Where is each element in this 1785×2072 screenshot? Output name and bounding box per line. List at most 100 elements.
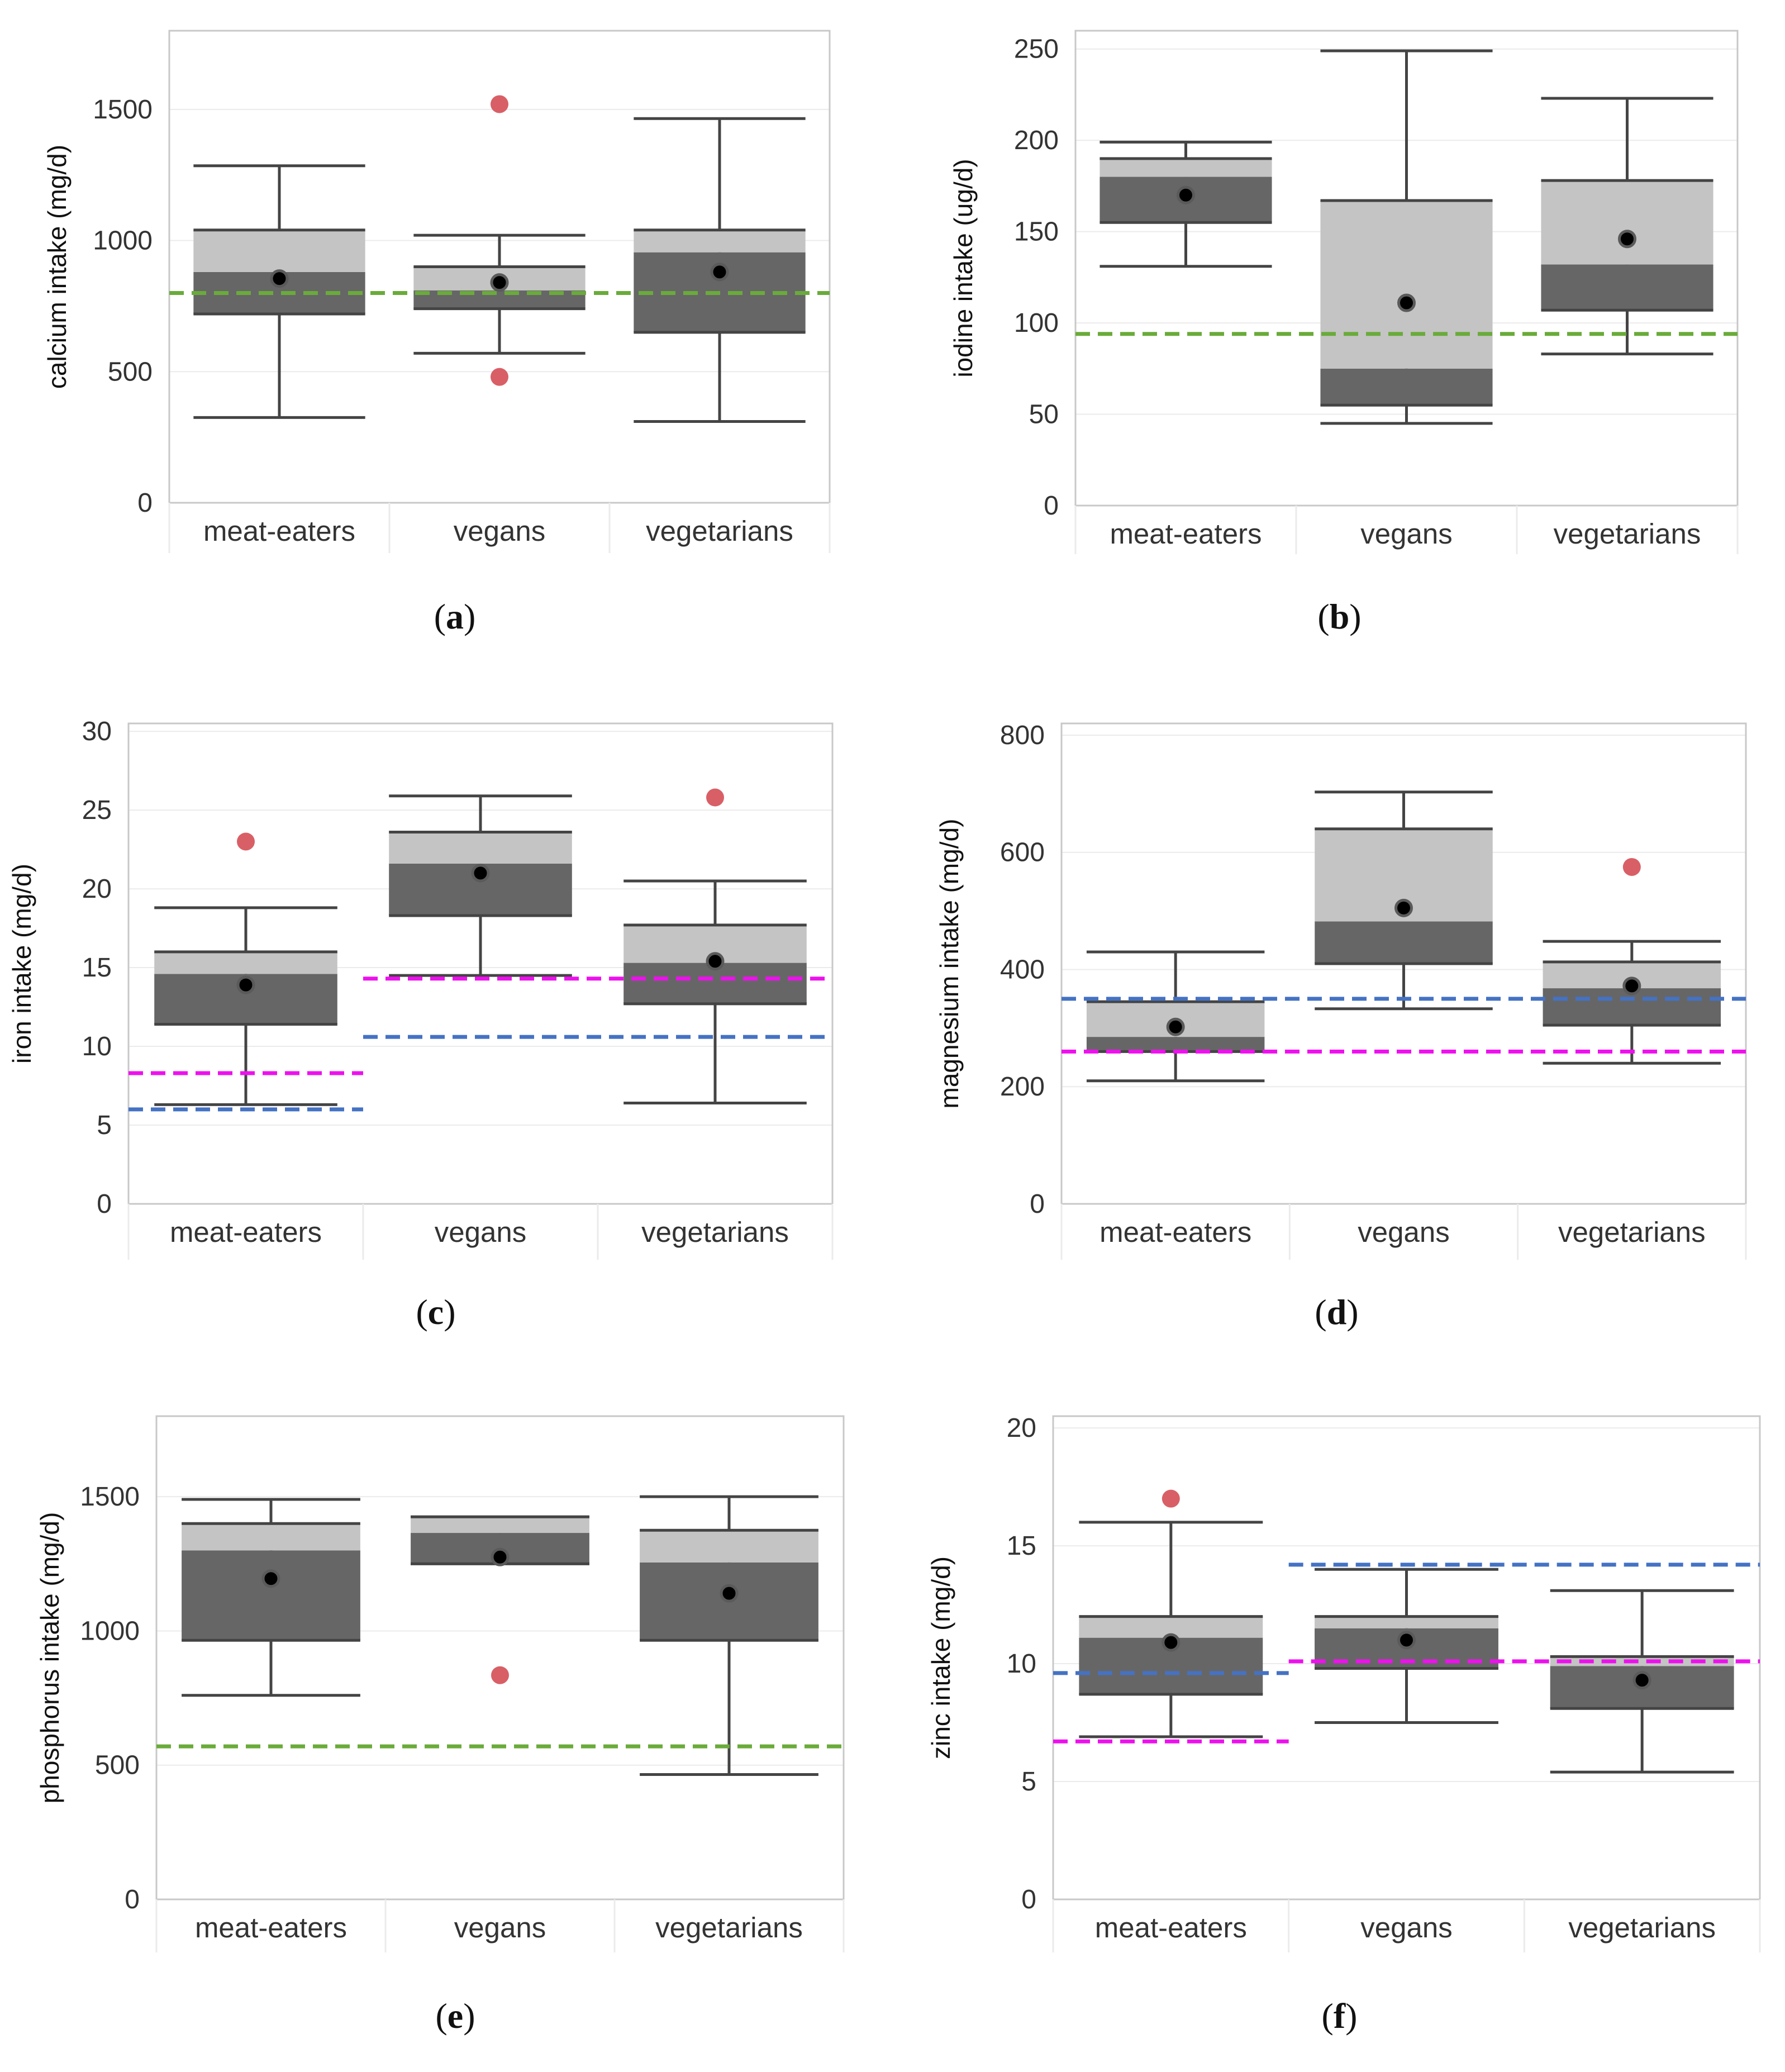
caption-letter: d [1327,1292,1347,1332]
mean-point [1394,898,1413,917]
y-tick-label: 100 [1014,308,1059,338]
y-tick-label: 1000 [80,1616,140,1646]
box-upper-quartile [640,1530,818,1563]
box-vegans [389,794,572,977]
panel-caption: (b) [1317,597,1361,636]
category-label-vegans: vegans [435,1216,526,1248]
box-meat-eaters [1099,140,1272,268]
y-tick-label: 5 [97,1111,112,1140]
mean-point [720,1584,739,1603]
y-tick-label: 10 [82,1032,112,1061]
panel-e-phosphorus: 0 500 1000 1500 phosphorus intake (mg/d) meat… [35,1415,845,2036]
outlier-point [237,832,255,851]
y-tick-label: 5 [1021,1767,1036,1797]
y-tick-label: 1000 [93,226,153,256]
panel-caption: (a) [434,597,476,636]
panel-c-iron: 0 5 10 15 20 25 30 iron intake (mg/d) meat-eater… [7,717,834,1332]
y-axis-label: zinc intake (mg/d) [926,1556,955,1759]
plot-frame [1074,30,1739,507]
category-label-meat-eaters: meat-eaters [195,1912,347,1944]
box-lower-quartile [182,1550,360,1641]
y-tick-label: 400 [1000,955,1045,984]
box-vegetarians [640,1495,818,1776]
box-lower-quartile [1315,921,1493,964]
mean-point [710,263,729,282]
box-upper-quartile [1099,158,1272,177]
category-label-meat-eaters: meat-eaters [203,515,355,547]
category-label-vegans: vegans [454,1912,546,1944]
y-tick-label: 10 [1007,1649,1036,1679]
outlier-point [1622,858,1641,876]
mean-point [1397,293,1416,312]
y-axis-label: phosphorus intake (mg/d) [35,1512,64,1804]
category-label-meat-eaters: meat-eaters [1110,518,1262,550]
box-upper-quartile [634,230,806,253]
box-upper-quartile [154,951,337,974]
outlier-point [491,368,508,386]
y-tick-label: 150 [1014,217,1059,247]
mean-point [491,1547,510,1566]
y-tick-label: 1500 [80,1482,140,1512]
y-tick-label: 0 [97,1189,112,1219]
y-tick-label: 800 [1000,721,1045,750]
y-tick-label: 50 [1029,400,1059,430]
mean-point [1622,977,1641,995]
caption-letter: a [446,597,464,636]
caption-letter: f [1334,1996,1346,2036]
mean-point [1618,230,1636,249]
mean-point [471,864,490,883]
box-upper-quartile [1541,180,1713,265]
mean-point [270,269,289,288]
mean-point [1177,185,1195,204]
box-upper-quartile [1550,1656,1734,1666]
panel-caption: (d) [1315,1292,1358,1332]
y-tick-label: 15 [1007,1531,1036,1561]
category-label-meat-eaters: meat-eaters [170,1216,322,1248]
box-meat-eaters [154,832,337,1106]
panel-f-zinc: 0 5 10 15 20 zinc intake (mg/d) meat-eaters veg… [926,1413,1761,2036]
y-tick-label: 200 [1000,1072,1045,1102]
y-tick-label: 0 [1021,1885,1036,1914]
y-tick-label: 20 [1007,1413,1036,1443]
caption-paren: ( [434,597,446,636]
category-label-vegans: vegans [454,515,545,547]
panel-caption: (f) [1322,1996,1358,2036]
caption-paren: ) [463,1996,475,2036]
plot-frame [1052,1415,1761,1900]
mean-point [261,1569,280,1588]
mean-point [1166,1017,1185,1036]
box-upper-quartile [193,230,365,272]
mean-point [236,975,255,994]
mean-point [1162,1633,1181,1652]
box-vegans [1315,790,1493,1011]
category-label-vegetarians: vegetarians [1558,1216,1706,1248]
panel-a-calcium: 0 500 1000 1500 calcium intake (mg/d) meat-ea… [42,30,831,636]
mean-point [706,952,725,971]
box-upper-quartile [182,1523,360,1551]
category-label-meat-eaters: meat-eaters [1099,1216,1251,1248]
panel-b-iodine: 0 50 100 150 200 250 iodine intake (ug/d) meat-… [949,30,1739,636]
panel-d-magnesium: 0 200 400 600 800 magnesium intake (mg/d) meat… [935,721,1747,1332]
y-tick-label: 600 [1000,838,1045,868]
box-vegans [411,1515,589,1684]
outlier-point [491,95,508,113]
y-tick-label: 15 [82,953,112,983]
y-tick-label: 25 [82,796,112,825]
box-vegetarians [1543,858,1721,1065]
caption-paren: ( [416,1292,427,1332]
caption-paren: ( [1315,1292,1326,1332]
box-meat-eaters [182,1498,360,1697]
y-tick-label: 0 [125,1885,140,1914]
caption-letter: b [1330,597,1350,636]
category-label-vegetarians: vegetarians [1568,1912,1716,1944]
category-label-vegetarians: vegetarians [655,1912,803,1944]
plot-frame [168,30,831,504]
box-lower-quartile [1086,1037,1265,1052]
caption-paren: ( [435,1996,447,2036]
mean-point [1397,1631,1416,1650]
caption-paren: ) [1349,597,1361,636]
panel-caption: (e) [435,1996,475,2036]
y-axis-label: calcium intake (mg/d) [42,145,72,389]
plot-frame [1060,722,1747,1205]
